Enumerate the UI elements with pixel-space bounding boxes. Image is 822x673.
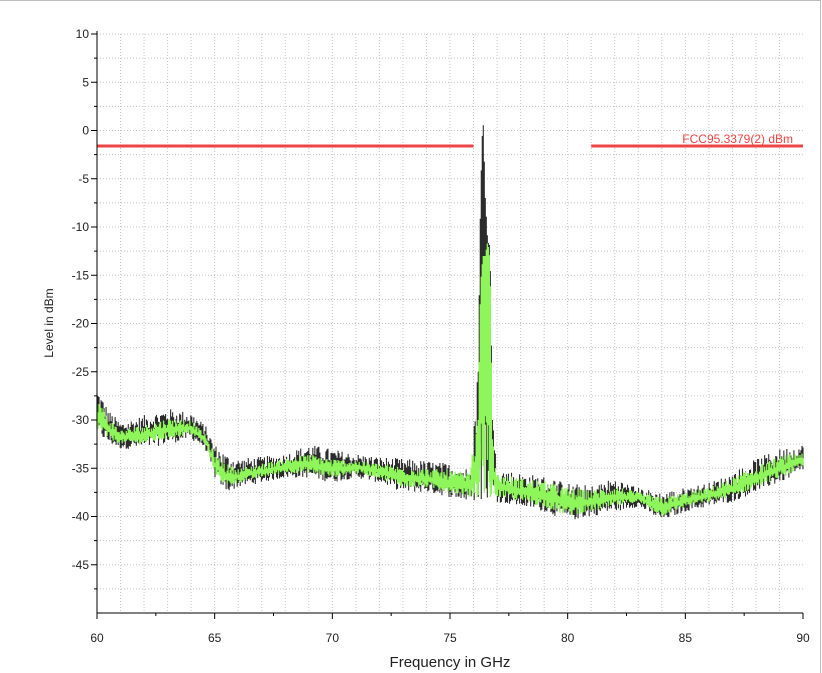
y-axis-title: Level in dBm <box>42 288 56 357</box>
y-tick-label: -35 <box>72 461 90 475</box>
x-tick-label: 85 <box>679 631 693 645</box>
x-tick-label: 90 <box>796 631 810 645</box>
limit-line-label: FCC95.3379(2) dBm <box>682 132 793 146</box>
x-tick-label: 70 <box>326 631 340 645</box>
limit-line-layer: FCC95.3379(2) dBm <box>97 132 803 148</box>
axes: 10 5 0 -5 -10 -15 -20 -25 -30 -35 -40 -45 60 65 70 75 80… <box>72 27 810 645</box>
x-axis-title: Frequency in GHz <box>390 654 511 671</box>
y-tick-label: 0 <box>82 124 89 138</box>
y-tick-label: -15 <box>72 268 90 282</box>
y-tick-label: -30 <box>72 413 90 427</box>
x-tick-label: 80 <box>561 631 575 645</box>
y-tick-label: 5 <box>82 75 89 89</box>
y-tick-label: 10 <box>76 27 90 41</box>
x-tick-label: 75 <box>443 631 457 645</box>
x-tick-label: 60 <box>90 631 104 645</box>
grid <box>97 33 803 613</box>
y-tick-label: -25 <box>72 365 90 379</box>
x-tick-label: 65 <box>208 631 222 645</box>
y-tick-label: -20 <box>72 317 90 331</box>
y-tick-label: -5 <box>78 172 89 186</box>
y-tick-label: -45 <box>72 558 90 572</box>
y-tick-label: -40 <box>72 510 90 524</box>
y-tick-label: -10 <box>72 220 90 234</box>
